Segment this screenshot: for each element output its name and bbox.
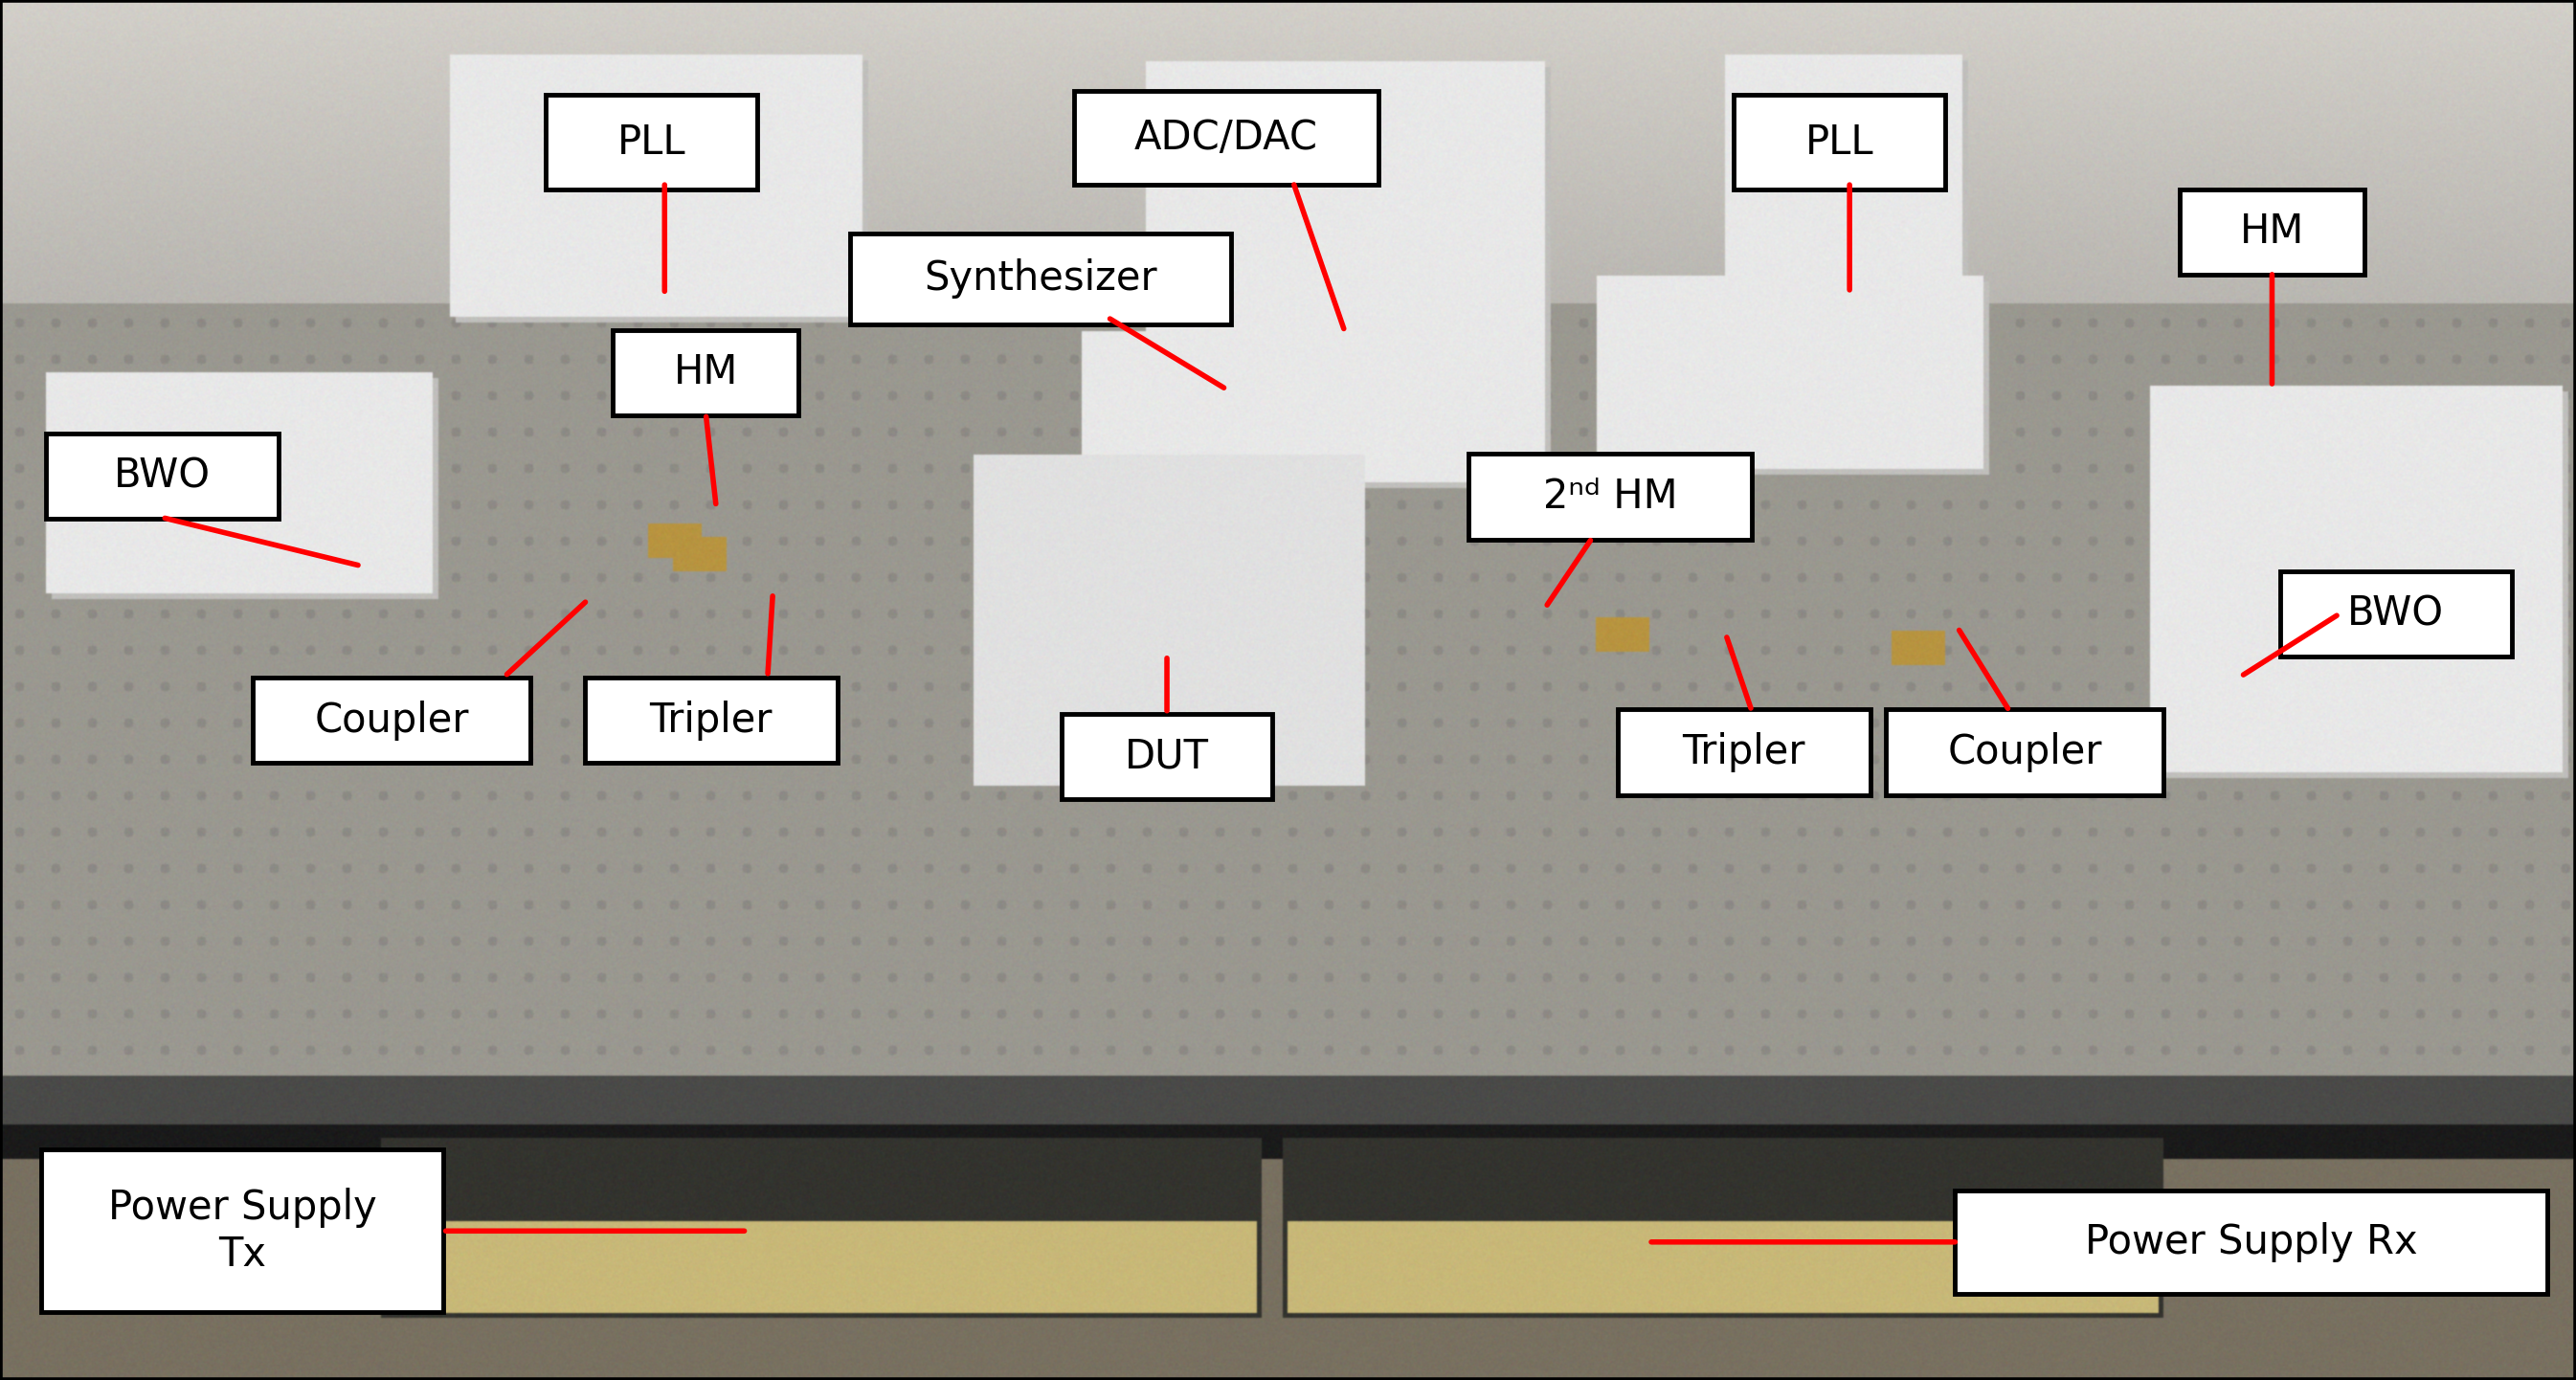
Text: PLL: PLL [1806,121,1873,163]
FancyBboxPatch shape [1074,91,1378,185]
Text: Tripler: Tripler [1682,731,1806,773]
Text: 2ⁿᵈ HM: 2ⁿᵈ HM [1543,476,1677,518]
FancyBboxPatch shape [1618,709,1870,795]
Text: DUT: DUT [1126,736,1208,777]
FancyBboxPatch shape [546,95,757,189]
FancyBboxPatch shape [1955,1190,2548,1294]
FancyBboxPatch shape [41,1150,443,1312]
FancyBboxPatch shape [585,678,837,763]
Text: BWO: BWO [113,455,211,497]
FancyBboxPatch shape [46,433,278,519]
Text: Coupler: Coupler [314,700,469,741]
Text: Synthesizer: Synthesizer [925,258,1157,299]
FancyBboxPatch shape [850,233,1231,324]
FancyBboxPatch shape [2179,189,2365,275]
FancyBboxPatch shape [1734,95,1945,189]
Text: Power Supply Rx: Power Supply Rx [2084,1221,2419,1263]
Text: Power Supply
Tx: Power Supply Tx [108,1188,376,1274]
Text: Coupler: Coupler [1947,731,2102,773]
FancyBboxPatch shape [2280,571,2512,657]
FancyBboxPatch shape [1886,709,2164,795]
Text: HM: HM [672,352,739,393]
Text: PLL: PLL [618,121,685,163]
FancyBboxPatch shape [1061,713,1273,799]
FancyBboxPatch shape [252,678,531,763]
Text: ADC/DAC: ADC/DAC [1133,117,1319,159]
Text: BWO: BWO [2347,593,2445,635]
Text: HM: HM [2239,211,2306,253]
FancyBboxPatch shape [613,330,799,415]
FancyBboxPatch shape [1468,454,1752,540]
Text: Tripler: Tripler [649,700,773,741]
